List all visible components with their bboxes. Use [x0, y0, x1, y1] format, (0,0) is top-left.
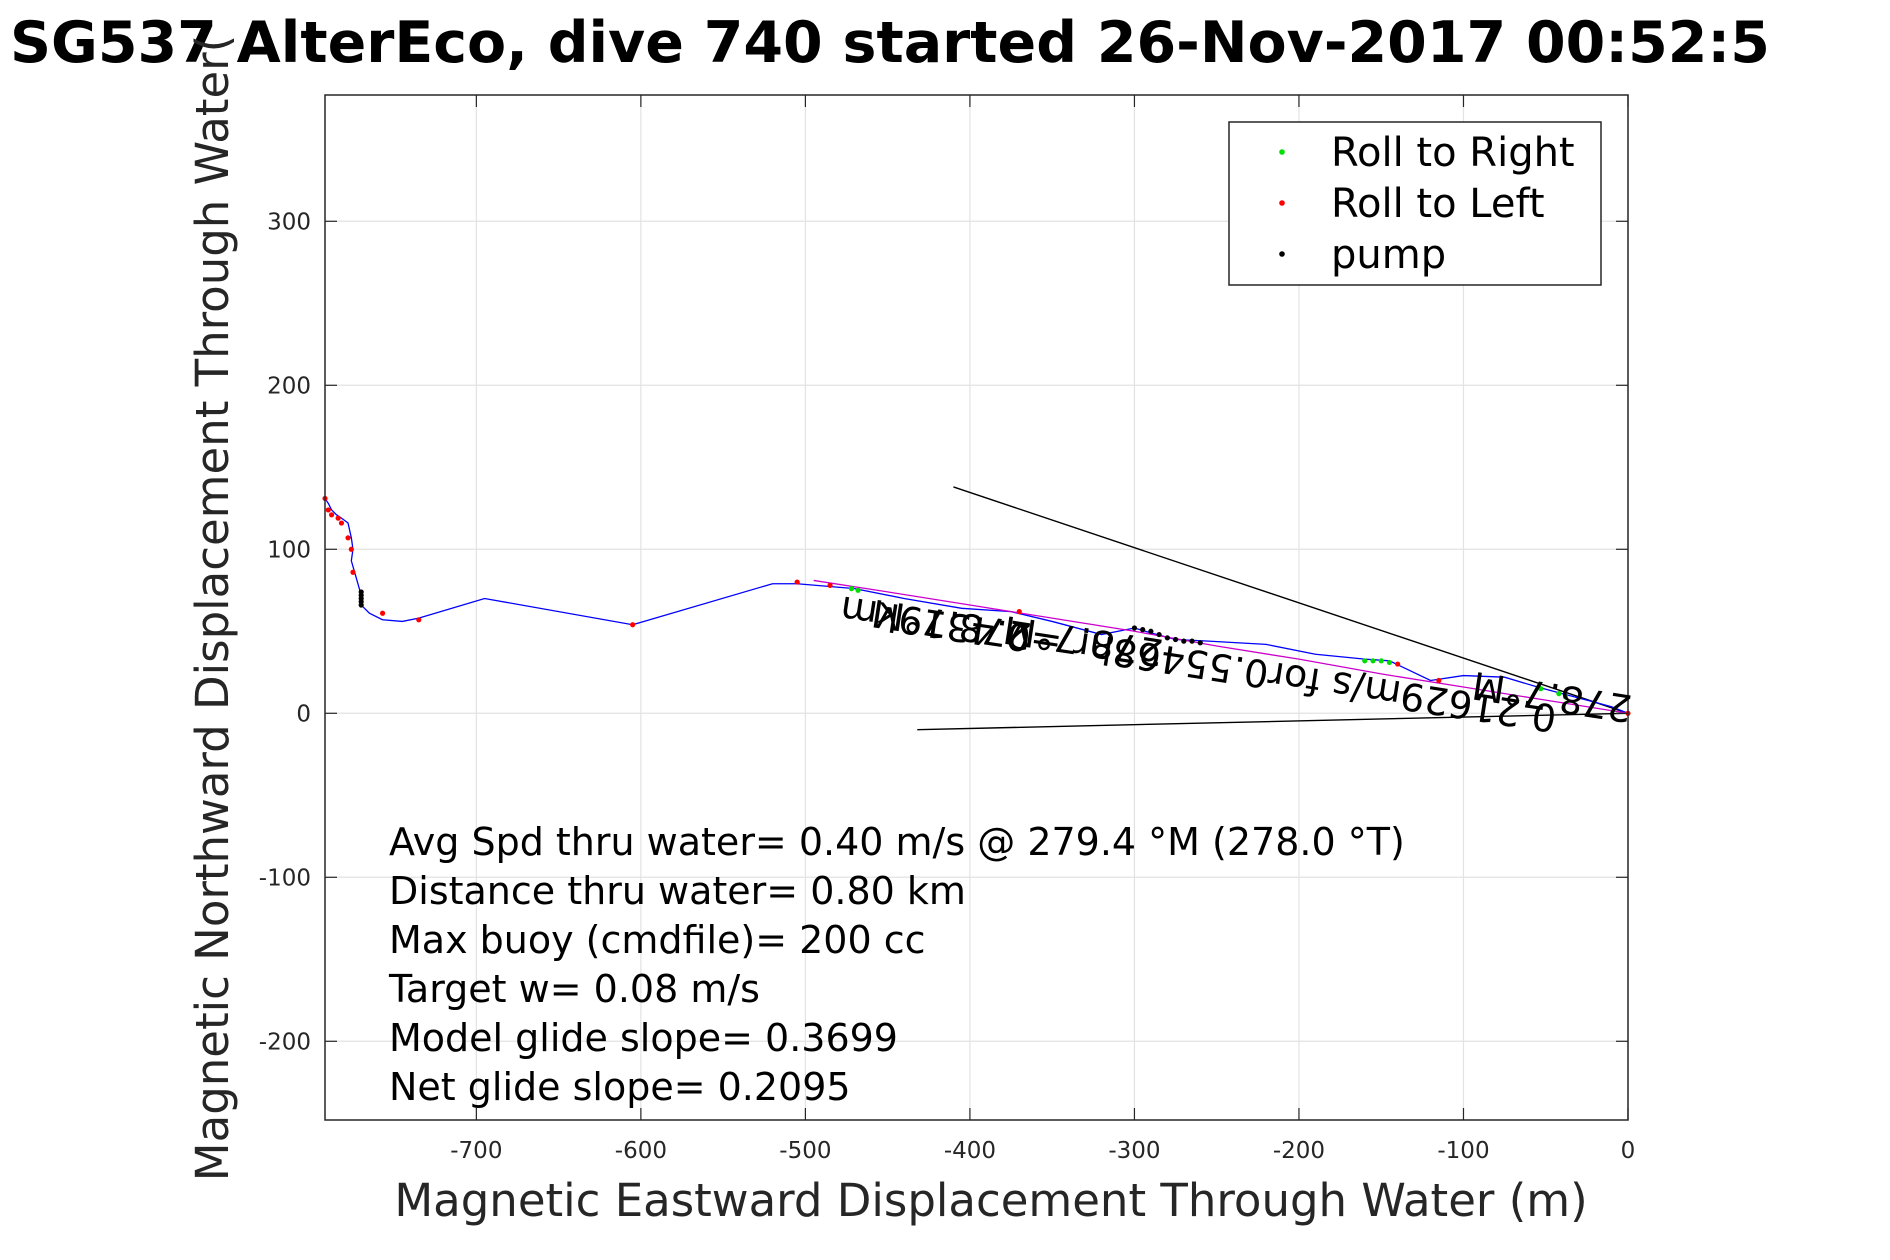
roll-to-right-point [848, 586, 855, 592]
roll-to-left-point [416, 617, 422, 623]
x-tick-label: 0 [1621, 1138, 1636, 1164]
data-markers [322, 495, 1631, 716]
plot-frame [324, 94, 1629, 1121]
y-axis-label: Magnetic Northward Displacement Through … [186, 35, 239, 1181]
stat-line: Max buoy (cmdfile)= 200 cc [389, 918, 926, 962]
legend-marker [1279, 149, 1285, 155]
roll-to-right-point [1562, 694, 1569, 700]
x-axis-label: Magnetic Eastward Displacement Through W… [394, 1174, 1587, 1227]
track-line [813, 579, 1629, 714]
x-tick-label: -300 [1108, 1138, 1160, 1164]
y-tick-label: 0 [296, 701, 311, 727]
stat-line: Distance thru water= 0.80 km [389, 869, 966, 913]
pump-point [1164, 635, 1170, 641]
pump-point [1131, 625, 1138, 631]
roll-to-left-point [348, 546, 354, 552]
x-tick-label: -100 [1437, 1138, 1489, 1164]
roll-to-left-point [345, 535, 351, 541]
chart-title: SG537 AlterEco, dive 740 started 26-Nov-… [10, 10, 1770, 76]
roll-to-right-point [1370, 658, 1376, 664]
stat-line: Target w= 0.08 m/s [388, 967, 760, 1011]
x-tick-label: -600 [615, 1138, 667, 1164]
y-tick-label: -200 [259, 1029, 311, 1055]
legend: Roll to Right Roll to Left pump [1228, 121, 1602, 286]
roll-to-left-point [350, 569, 356, 575]
roll-to-left-point [335, 515, 341, 521]
roll-to-right-point [1378, 658, 1384, 664]
roll-to-left-point [379, 610, 386, 616]
pump-point [1181, 638, 1187, 644]
legend-marker [1279, 251, 1285, 257]
legend-box [1228, 121, 1602, 286]
roll-to-left-point [1016, 609, 1022, 615]
roll-to-left-point [338, 520, 345, 526]
stat-line: Net glide slope= 0.2095 [389, 1065, 851, 1109]
heading-line [917, 712, 1629, 731]
y-tick-label: 100 [267, 537, 311, 563]
pump-point [1197, 640, 1203, 646]
roll-to-right-point [1386, 659, 1393, 666]
pump-point [1140, 627, 1146, 633]
pump-point [1148, 628, 1154, 634]
pump-point [358, 589, 364, 595]
roll-to-left-point [1436, 677, 1442, 684]
stat-line: Avg Spd thru water= 0.40 m/s @ 279.4 °M … [389, 820, 1405, 864]
y-tick-label: 300 [267, 209, 311, 235]
roll-to-left-point [630, 622, 636, 628]
roll-to-right-point [1362, 658, 1368, 664]
x-tick-label: -200 [1273, 1138, 1325, 1164]
x-tick-label: -700 [450, 1138, 502, 1164]
roll-to-right-point [1538, 686, 1544, 692]
stats-block: Avg Spd thru water= 0.40 m/s @ 279.4 °M … [388, 820, 1405, 1109]
pump-point [1156, 631, 1162, 638]
legend-label: pump [1331, 232, 1446, 278]
legend-label: Roll to Right [1331, 130, 1575, 176]
stat-line: Model glide slope= 0.3699 [389, 1016, 898, 1060]
y-tick-label: -100 [259, 865, 311, 891]
heading-line [953, 486, 1629, 714]
x-tick-label: -500 [779, 1138, 831, 1164]
roll-to-left-point [1395, 661, 1401, 667]
x-tick-label: -400 [944, 1138, 996, 1164]
roll-to-left-point [794, 579, 800, 585]
roll-to-right-point [1556, 691, 1562, 697]
roll-to-right-point [855, 587, 861, 593]
pump-point [1189, 638, 1195, 644]
roll-to-left-point [827, 582, 833, 588]
legend-label: Roll to Left [1331, 181, 1545, 227]
roll-to-left-point [328, 512, 335, 518]
axis-ticks: -700 -600 -500 -400 -300 -200 -100 0 -200 -100 0 10… [259, 95, 1636, 1164]
y-tick-label: 200 [267, 373, 311, 399]
pump-point [1172, 636, 1179, 643]
legend-marker [1279, 200, 1285, 206]
roll-to-left-point [325, 507, 331, 513]
